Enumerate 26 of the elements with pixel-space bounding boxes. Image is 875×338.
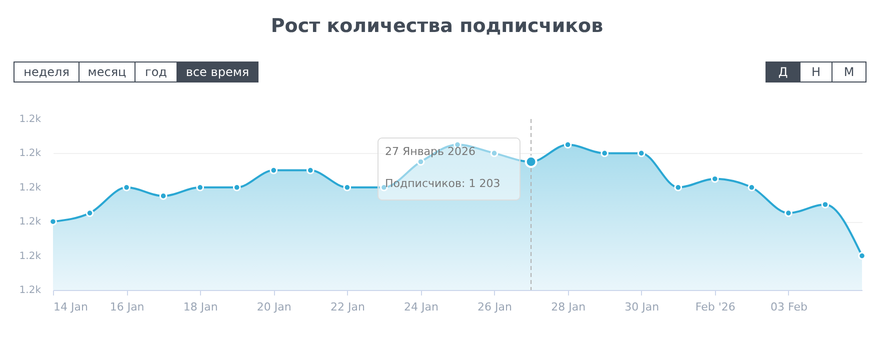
x-tick-label: 24 Jan bbox=[404, 300, 438, 314]
text: все время bbox=[186, 65, 250, 79]
x-tick-label: 28 Jan bbox=[551, 300, 586, 314]
x-tick-label: 20 Jan bbox=[256, 300, 292, 314]
y-tick-label: 1.2k bbox=[19, 250, 42, 262]
text: месяц bbox=[88, 65, 126, 79]
x-tick-label: 14 Jan bbox=[54, 300, 88, 314]
text: Н bbox=[811, 65, 821, 79]
x-tick-label: 16 Jan bbox=[110, 300, 144, 314]
x-tick-label: 26 Jan bbox=[478, 300, 512, 314]
y-tick-label: 1.2k bbox=[19, 285, 42, 296]
text: Д bbox=[778, 65, 788, 79]
point bbox=[86, 209, 94, 217]
x-tick-label: Feb '26 bbox=[695, 300, 736, 314]
chart-title: Рост количества подписчиков bbox=[270, 15, 604, 37]
y-tick-label: 1.2k bbox=[19, 148, 42, 160]
x-tick-label: 18 Jan bbox=[183, 300, 218, 314]
text: неделя bbox=[24, 65, 70, 79]
text: год bbox=[145, 65, 167, 79]
text: М bbox=[844, 65, 854, 79]
y-tick-label: 1.2k bbox=[19, 182, 42, 194]
x-tick-label: 30 Jan bbox=[624, 300, 660, 314]
y-tick-label: 1.2k bbox=[19, 114, 42, 125]
x-tick-label: 22 Jan bbox=[330, 300, 365, 314]
y-tick-label: 1.2k bbox=[19, 216, 42, 228]
x-tick-label: 03 Feb bbox=[770, 300, 808, 314]
